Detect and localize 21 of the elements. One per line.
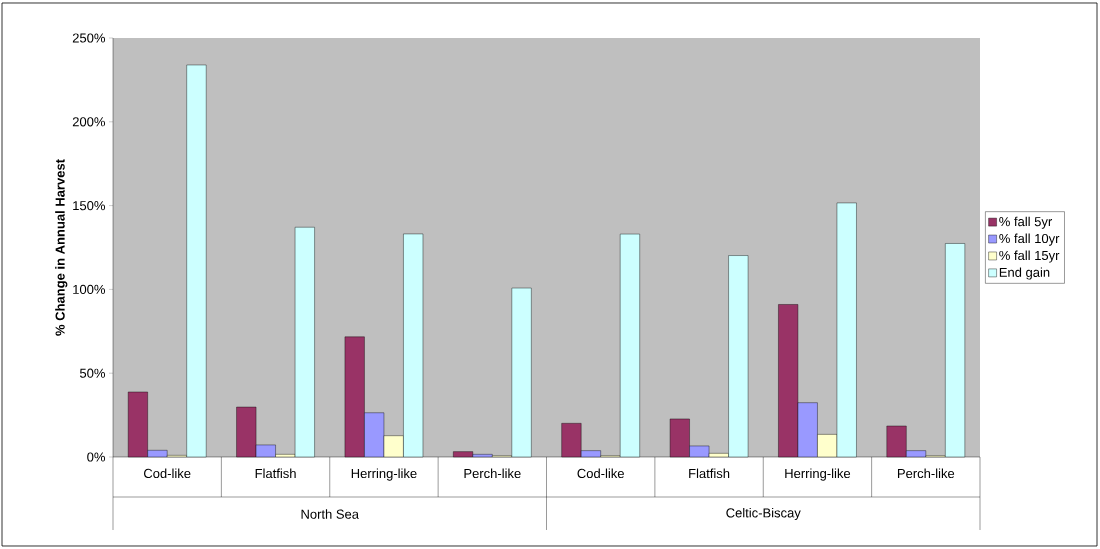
text: Celtic-Biscay <box>726 507 801 521</box>
legend-label: % fall 10yr <box>999 233 1060 246</box>
y-tick-label: 250% <box>72 33 106 43</box>
x-tick-label: Flatfish <box>689 468 730 479</box>
y-tick-label: 50% <box>79 368 106 378</box>
y-tick-label: 0% <box>87 452 106 462</box>
y-axis-title: % Change in Annual Harvest <box>55 159 68 336</box>
y-tick-label: 150% <box>73 200 106 211</box>
x-tick-label: Perch-like <box>897 468 955 479</box>
legend-label: End gain <box>999 267 1050 280</box>
x-tick-label: Perch-like <box>464 468 521 479</box>
text: North Sea <box>301 509 359 519</box>
y-tick-label: 100% <box>73 284 106 294</box>
legend-label: % fall 15yr <box>999 250 1060 263</box>
x-tick-label: Herring-like <box>351 468 417 481</box>
x-tick-label: Cod-like <box>144 468 191 479</box>
legend-label: % fall 5yr <box>999 216 1053 229</box>
x-tick-label: Cod-like <box>577 468 624 479</box>
x-tick-label: Flatfish <box>255 468 296 479</box>
y-tick-label: 200% <box>72 117 106 127</box>
x-tick-label: Herring-like <box>785 468 851 481</box>
